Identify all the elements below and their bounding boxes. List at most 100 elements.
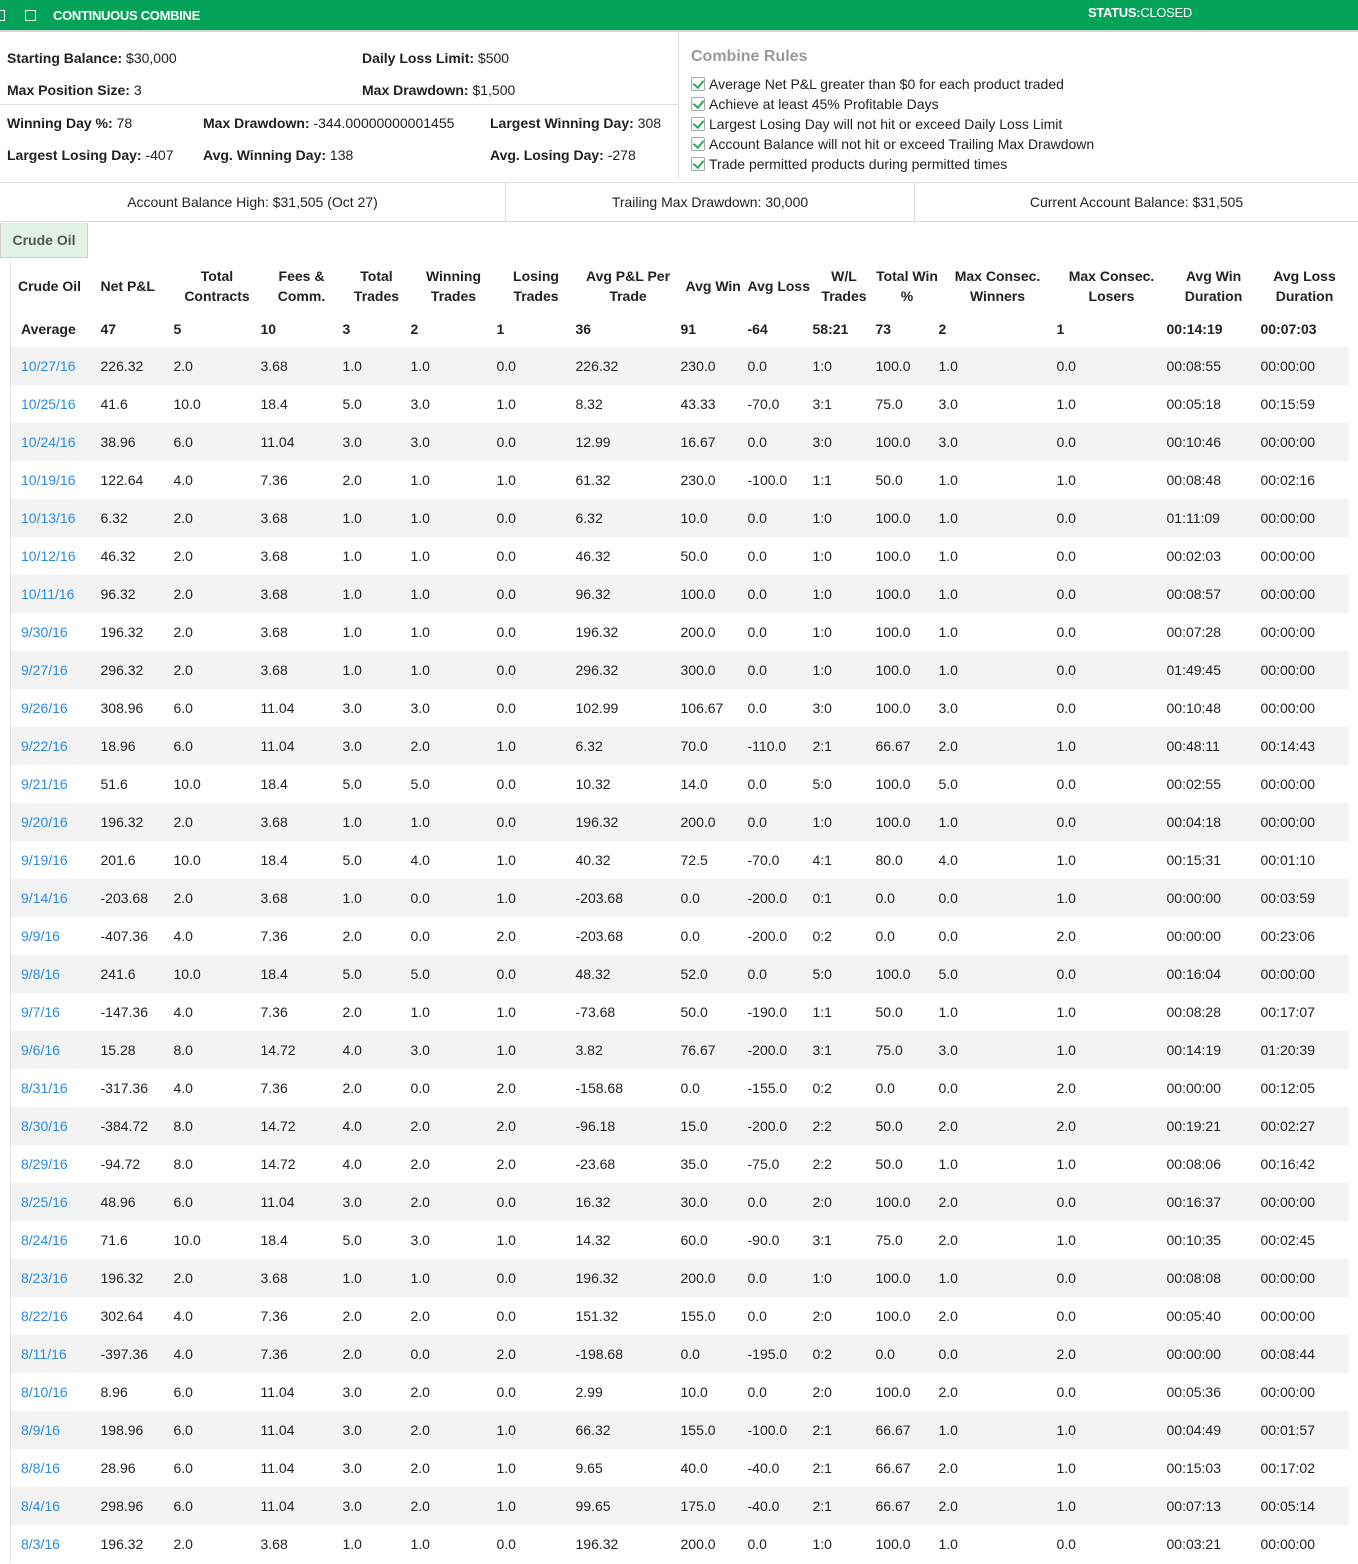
table-cell: 3.68 xyxy=(260,347,343,385)
date-link[interactable]: 9/19/16 xyxy=(21,852,68,868)
column-header[interactable]: Losing Trades xyxy=(513,268,559,304)
date-link[interactable]: 9/21/16 xyxy=(21,776,68,792)
date-link[interactable]: 9/27/16 xyxy=(21,662,68,678)
date-link[interactable]: 10/13/16 xyxy=(21,510,76,526)
table-cell: 7.36 xyxy=(260,1308,288,1324)
column-header[interactable]: Total Contracts xyxy=(184,268,250,304)
table-cell: 4:1 xyxy=(812,852,832,868)
column-header[interactable]: Total Win % xyxy=(876,268,938,304)
column-header[interactable]: Winning Trades xyxy=(425,268,482,304)
column-header[interactable]: Avg Loss xyxy=(747,278,811,294)
date-link[interactable]: 9/9/16 xyxy=(21,928,60,944)
checkbox-checked-icon[interactable] xyxy=(691,157,705,171)
table-cell: 3.0 xyxy=(938,423,1057,461)
date-link[interactable]: 9/30/16 xyxy=(21,624,68,640)
table-cell: 18.4 xyxy=(260,396,288,412)
date-link[interactable]: 10/27/16 xyxy=(21,358,76,374)
table-cell: 155.0 xyxy=(680,1308,716,1324)
table-cell: 1.0 xyxy=(1056,852,1076,868)
table-cell: 2.0 xyxy=(173,651,261,689)
table-cell: 100.0 xyxy=(875,575,939,613)
column-header[interactable]: Avg Win Duration xyxy=(1184,268,1243,304)
table-row: 8/25/16 48.96 6.0 11.04 3.0 2.0 0.0 16.32 30.0 0.… xyxy=(10,1183,1349,1221)
table-cell: 6.0 xyxy=(173,423,261,461)
date-link[interactable]: 8/31/16 xyxy=(21,1080,68,1096)
date-link[interactable]: 10/11/16 xyxy=(21,586,75,602)
date-link[interactable]: 9/8/16 xyxy=(21,966,60,982)
table-cell: 0.0 xyxy=(747,347,813,385)
column-header[interactable]: Avg P&L Per Trade xyxy=(585,268,671,304)
date-link[interactable]: 8/24/16 xyxy=(21,1232,68,1248)
tab-crude-oil[interactable]: Crude Oil xyxy=(0,223,88,258)
date-link[interactable]: 10/24/16 xyxy=(21,434,76,450)
table-cell: 18.4 xyxy=(260,1232,288,1248)
table-cell: 2:1 xyxy=(812,1460,832,1476)
date-link[interactable]: 8/9/16 xyxy=(21,1422,60,1438)
column-header[interactable]: Net P&L xyxy=(100,278,155,294)
table-cell: -94.72 xyxy=(100,1156,141,1172)
table-cell: 5.0 xyxy=(342,955,411,993)
column-header[interactable]: Max Consec. Losers xyxy=(1068,268,1155,304)
date-link[interactable]: 8/22/16 xyxy=(21,1308,68,1324)
date-link[interactable]: 8/11/16 xyxy=(21,1346,67,1362)
checkbox-checked-icon[interactable] xyxy=(691,77,705,91)
table-cell: 296.32 xyxy=(575,651,681,689)
table-cell: 01:20:39 xyxy=(1260,1031,1349,1069)
table-cell: 00:05:40 xyxy=(1166,1308,1222,1324)
date-link[interactable]: 9/26/16 xyxy=(21,700,68,716)
table-cell: 00:00:00 xyxy=(1260,423,1349,461)
table-cell: 1.0 xyxy=(410,1004,430,1020)
column-header[interactable]: Crude Oil xyxy=(18,278,82,294)
product-tabs: Crude Oil xyxy=(0,222,1358,264)
table-cell: 100.0 xyxy=(875,776,911,792)
column-header[interactable]: Max Consec. Winners xyxy=(954,268,1041,304)
table-cell: 0.0 xyxy=(1056,347,1167,385)
table-cell: 00:08:44 xyxy=(1260,1335,1349,1373)
table-cell: 00:23:06 xyxy=(1260,928,1316,944)
date-link[interactable]: 8/29/16 xyxy=(21,1156,68,1172)
date-link[interactable]: 8/4/16 xyxy=(21,1498,60,1514)
table-cell: 3.0 xyxy=(410,1232,430,1248)
table-cell: 7.36 xyxy=(260,1335,343,1373)
date-link[interactable]: 8/3/16 xyxy=(21,1536,60,1552)
table-cell: 8/31/16 xyxy=(11,1069,101,1107)
date-link[interactable]: 10/25/16 xyxy=(21,396,76,412)
table-cell: 6.32 xyxy=(100,499,174,537)
checkbox-icon[interactable] xyxy=(0,10,5,21)
column-header[interactable]: Fees & Comm. xyxy=(277,268,326,304)
checkbox-checked-icon[interactable] xyxy=(691,97,705,111)
date-link[interactable]: 8/10/16 xyxy=(21,1384,68,1400)
date-link[interactable]: 9/20/16 xyxy=(21,814,68,830)
column-header[interactable]: Total Trades xyxy=(353,268,400,304)
table-cell: 50.0 xyxy=(875,1156,903,1172)
date-link[interactable]: 10/12/16 xyxy=(21,548,76,564)
table-cell: 100.0 xyxy=(875,423,939,461)
column-header[interactable]: Avg Win xyxy=(685,278,741,294)
date-link[interactable]: 8/23/16 xyxy=(21,1270,68,1286)
checkbox-checked-icon[interactable] xyxy=(691,117,705,131)
date-link[interactable]: 9/7/16 xyxy=(21,1004,60,1020)
table-cell: 1.0 xyxy=(496,1232,516,1248)
date-link[interactable]: 8/25/16 xyxy=(21,1194,68,1210)
table-cell: 100.0 xyxy=(875,624,911,640)
table-cell: 1.0 xyxy=(342,575,411,613)
checkbox-checked-icon[interactable] xyxy=(691,137,705,151)
table-cell: 40.32 xyxy=(575,852,611,868)
table-cell: 76.67 xyxy=(680,1031,748,1069)
date-link[interactable]: 9/14/16 xyxy=(21,890,68,906)
table-cell: 2.0 xyxy=(410,1308,430,1324)
column-header[interactable]: W/L Trades xyxy=(821,268,867,304)
date-link[interactable]: 8/30/16 xyxy=(21,1118,68,1134)
table-cell: 1.0 xyxy=(410,1259,497,1297)
date-link[interactable]: 9/6/16 xyxy=(21,1042,60,1058)
checkbox-icon[interactable] xyxy=(25,10,36,21)
date-link[interactable]: 9/22/16 xyxy=(21,738,68,754)
column-header[interactable]: Avg Loss Duration xyxy=(1273,268,1336,304)
table-cell: 10.0 xyxy=(173,1232,201,1248)
table-row: 10/11/16 96.32 2.0 3.68 1.0 1.0 0.0 96.32 100.0 0… xyxy=(10,575,1349,613)
table-cell: 9/6/16 xyxy=(10,1031,101,1069)
date-link[interactable]: 8/8/16 xyxy=(21,1460,60,1476)
table-cell: 00:14:19 xyxy=(1166,1031,1261,1069)
date-link[interactable]: 10/19/16 xyxy=(21,472,76,488)
table-cell: 2:0 xyxy=(812,1384,832,1400)
